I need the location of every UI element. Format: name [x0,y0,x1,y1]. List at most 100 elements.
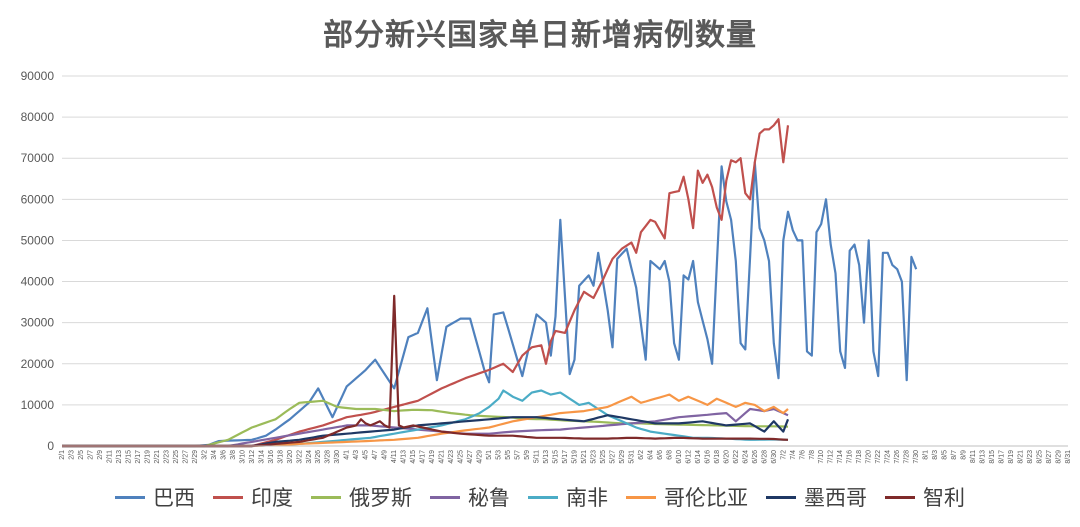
series-line-1 [62,118,790,448]
legend-swatch [115,495,145,499]
legend-swatch [213,495,243,499]
legend-item: 智利 [885,482,965,512]
legend-item: 俄罗斯 [311,482,412,512]
x-tick-label: 5/7 [515,450,522,460]
x-tick-label: 3/2 [201,450,208,460]
x-tick-label: 5/1 [486,450,493,460]
x-tick-label: 5/25 [600,450,607,464]
x-tick-label: 3/8 [230,450,237,460]
x-tick-label: 5/23 [590,450,597,464]
legend-swatch [766,495,796,499]
x-tick-label: 2/13 [116,450,123,464]
x-tick-label: 4/25 [458,450,465,464]
x-tick-label: 6/10 [676,450,683,464]
x-tick-label: 5/27 [609,450,616,464]
legend-label: 墨西哥 [804,486,867,510]
y-tick-label: 0 [47,439,54,453]
legend-swatch [430,495,460,499]
gridlines [62,75,1068,406]
legend-swatch [626,495,656,499]
x-tick-label: 6/30 [771,450,778,464]
chart-plot-area: 0 10000 20000 30000 40000 50000 60000 70000 8000… [21,69,1072,464]
x-tick-label: 3/20 [287,450,294,464]
legend-item: 秘鲁 [430,482,510,512]
x-tick-label: 8/9 [961,450,968,460]
legend-label: 印度 [251,486,293,510]
x-tick-label: 2/25 [173,450,180,464]
y-tick-label: 30000 [21,316,55,330]
y-tick-label: 20000 [21,357,55,371]
x-tick-label: 4/19 [429,450,436,464]
legend-label: 智利 [923,486,965,510]
x-tick-label: 2/5 [78,450,85,460]
x-tick-label: 4/13 [401,450,408,464]
x-tick-label: 2/21 [154,450,161,464]
x-tick-label: 3/4 [211,450,218,460]
x-tick-label: 3/16 [268,450,275,464]
x-tick-label: 5/19 [571,450,578,464]
x-tick-label: 5/15 [553,450,560,464]
legend-item: 巴西 [115,482,195,512]
x-tick-label: 4/15 [410,450,417,464]
x-tick-label: 4/1 [344,450,351,460]
x-tick-label: 8/7 [951,450,958,460]
x-tick-label: 6/12 [685,450,692,464]
x-tick-label: 6/26 [752,450,759,464]
series-line-0 [62,161,918,448]
x-tick-label: 7/14 [837,450,844,464]
x-tick-label: 5/13 [543,450,550,464]
x-tick-label: 8/5 [942,450,949,460]
x-tick-label: 6/24 [742,450,749,464]
x-tick-label: 3/28 [325,450,332,464]
legend-item: 墨西哥 [766,482,867,512]
chart-title: 部分新兴国家单日新增病例数量 [323,18,757,53]
x-tick-label: 7/20 [866,450,873,464]
x-tick-label: 6/4 [647,450,654,460]
x-tick-label: 3/10 [239,450,246,464]
x-tick-label: 7/2 [780,450,787,460]
legend-label: 俄罗斯 [349,486,412,510]
y-tick-label: 80000 [21,110,55,124]
x-tick-label: 7/6 [799,450,806,460]
x-tick-label: 8/19 [1008,450,1015,464]
series-lines [62,118,918,448]
x-tick-label: 7/16 [847,450,854,464]
x-tick-label: 5/31 [628,450,635,464]
x-tick-label: 5/5 [505,450,512,460]
x-tick-label: 4/9 [382,450,389,460]
legend-item: 印度 [213,482,293,512]
x-tick-label: 7/24 [885,450,892,464]
x-tick-label: 3/18 [277,450,284,464]
y-tick-label: 60000 [21,192,55,206]
x-tick-label: 2/7 [87,450,94,460]
x-tick-label: 4/29 [477,450,484,464]
x-tick-label: 6/22 [733,450,740,464]
x-tick-label: 8/1 [923,450,930,460]
x-tick-label: 6/18 [714,450,721,464]
x-tick-label: 8/21 [1018,450,1025,464]
x-tick-label: 8/29 [1056,450,1063,464]
x-tick-label: 3/14 [258,450,265,464]
x-tick-label: 3/6 [220,450,227,460]
legend-label: 巴西 [153,486,195,510]
x-tick-label: 3/12 [249,450,256,464]
x-tick-label: 2/19 [144,450,151,464]
x-tick-label: 6/28 [761,450,768,464]
x-tick-label: 5/29 [619,450,626,464]
x-tick-label: 8/23 [1027,450,1034,464]
x-tick-label: 5/3 [496,450,503,460]
x-tick-label: 4/3 [353,450,360,460]
x-tick-label: 7/18 [856,450,863,464]
x-tick-label: 6/2 [638,450,645,460]
x-tick-label: 4/23 [448,450,455,464]
x-tick-label: 2/9 [97,450,104,460]
x-tick-label: 7/10 [818,450,825,464]
x-tick-label: 7/26 [894,450,901,464]
x-tick-label: 8/25 [1037,450,1044,464]
x-tick-label: 7/28 [904,450,911,464]
x-tick-label: 5/21 [581,450,588,464]
legend-label: 秘鲁 [468,486,510,510]
x-tick-label: 8/27 [1046,450,1053,464]
legend-swatch [885,495,915,499]
x-tick-label: 8/31 [1065,450,1072,464]
